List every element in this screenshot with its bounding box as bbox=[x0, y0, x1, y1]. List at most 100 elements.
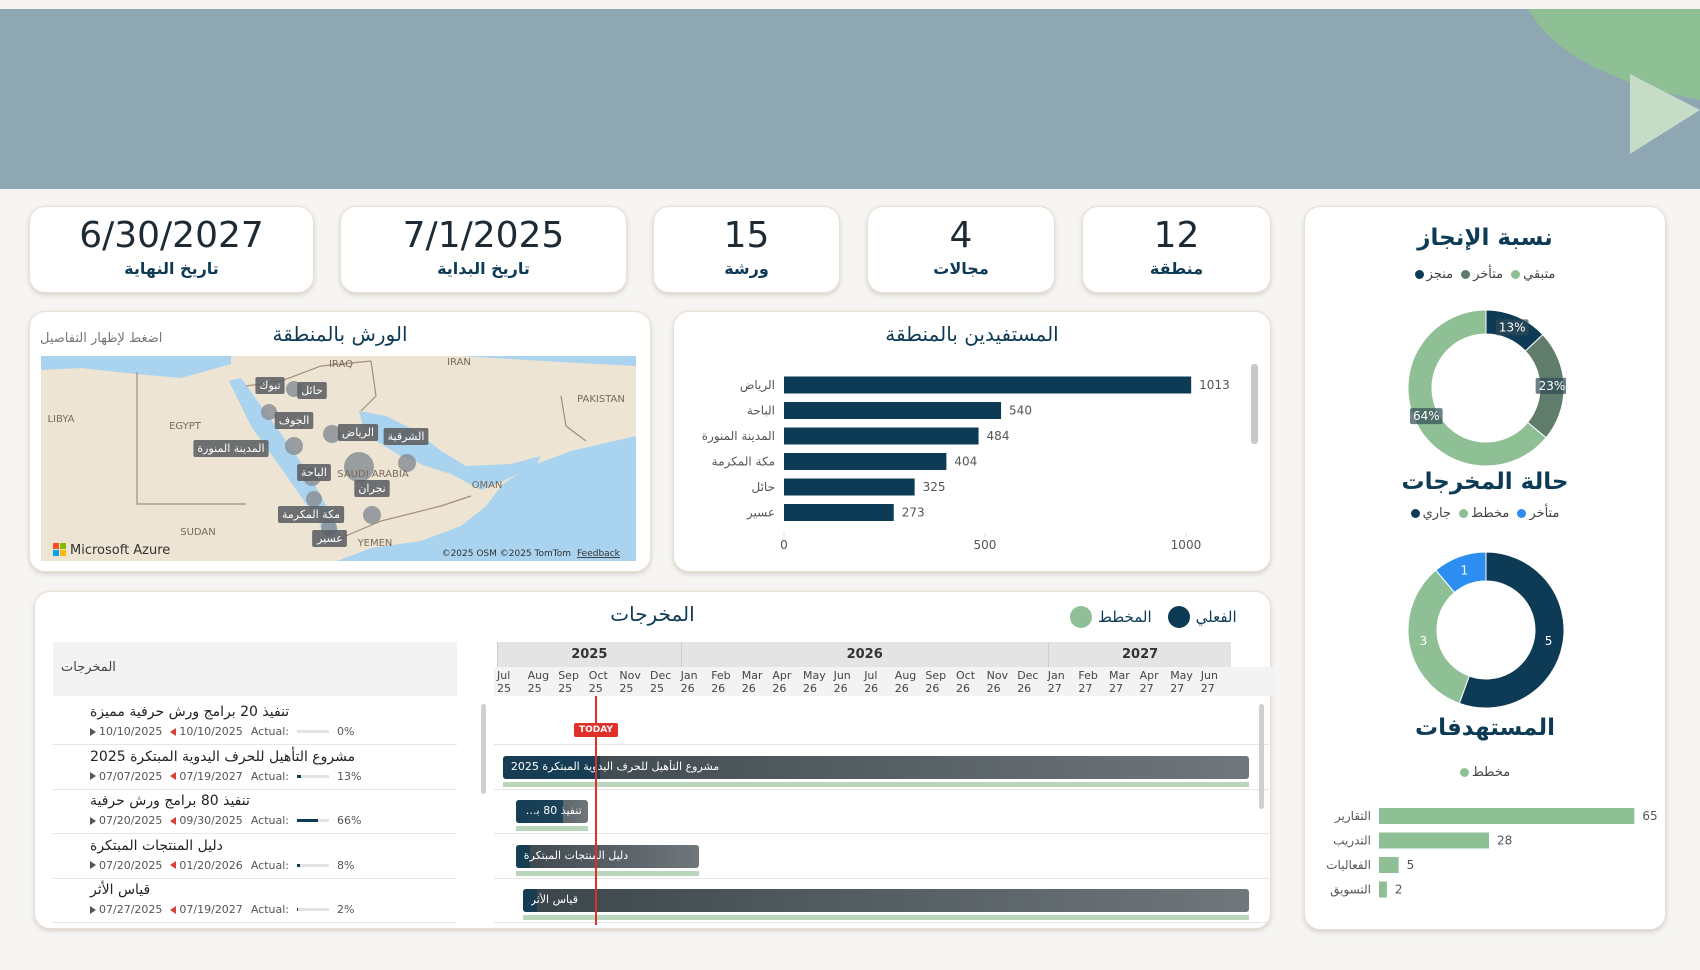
data-label: 325 bbox=[923, 480, 946, 494]
month-year: 27 bbox=[1139, 682, 1154, 695]
start-date: 10/10/2025 bbox=[99, 725, 163, 738]
month-label: Apr 27 bbox=[1140, 669, 1171, 695]
logo bbox=[60, 543, 66, 549]
country-label: EGYPT bbox=[169, 421, 202, 432]
start-date: 07/07/2025 bbox=[99, 769, 163, 783]
x-tick-label: 0 bbox=[780, 538, 788, 552]
task-details: 07/07/2025 07/19/2027 Actual: 13% bbox=[90, 770, 361, 783]
month-label: Aug 25 bbox=[528, 669, 559, 695]
month-name: Jul bbox=[497, 669, 511, 682]
border bbox=[136, 372, 246, 505]
bar-label: قياس الأثر bbox=[530, 893, 578, 906]
y-tick-label: الفعاليات bbox=[1326, 858, 1371, 872]
region-label: عسير bbox=[312, 530, 347, 547]
legend-item: متأخر bbox=[1517, 506, 1559, 521]
progress-bar bbox=[296, 774, 302, 778]
donut-slice bbox=[1407, 309, 1547, 467]
y-tick-label: عسير bbox=[746, 506, 775, 521]
month-year: 26 bbox=[711, 682, 726, 695]
data-label: 2 bbox=[1395, 883, 1403, 897]
end-icon bbox=[170, 816, 177, 825]
data-label: 273 bbox=[902, 506, 925, 520]
month-name: Jun bbox=[1200, 669, 1218, 682]
today-line bbox=[595, 696, 597, 925]
data-label-text: 64% bbox=[1413, 409, 1440, 423]
progress-label: 0% bbox=[336, 725, 355, 738]
bubble bbox=[323, 425, 341, 443]
scrollbar[interactable] bbox=[1251, 364, 1258, 444]
start-date: 07/20/2025 bbox=[99, 858, 163, 872]
month-year: 26 bbox=[680, 682, 695, 695]
month-year: 25 bbox=[558, 682, 573, 695]
month-name: Oct bbox=[956, 669, 976, 682]
kpi-card: 12 منطقة bbox=[1082, 206, 1271, 293]
start-date: 07/20/2025 bbox=[99, 814, 163, 827]
bar bbox=[784, 453, 947, 470]
map: Microsoft Azure ©2025 OSM ©2025 TomTom F… bbox=[41, 356, 636, 561]
data-label: 540 bbox=[1009, 404, 1032, 418]
progress-track bbox=[296, 730, 329, 733]
bar bbox=[1379, 857, 1399, 873]
legend-label: مخطط bbox=[1471, 765, 1511, 780]
task-list: تنفيذ 20 برامج ورش حرفية مميزة 10/10/2025… bbox=[53, 700, 457, 925]
month-label: Feb 27 bbox=[1078, 669, 1109, 695]
month-label: Jul 25 bbox=[497, 669, 528, 695]
end-icon bbox=[170, 905, 177, 914]
region-label: الرياض bbox=[337, 424, 379, 441]
legend-label: مخطط bbox=[1471, 506, 1510, 521]
row-line bbox=[494, 833, 1269, 834]
task-details: 10/10/2025 10/10/2025 Actual: 0% bbox=[90, 725, 354, 738]
country-label: OMAN bbox=[472, 480, 503, 491]
bar-label: مشروع التأهيل للحرف اليدوية المبتكرة 202… bbox=[510, 759, 720, 773]
month-name: Oct bbox=[588, 669, 608, 682]
label-box bbox=[277, 506, 345, 523]
end-date: 10/10/2025 bbox=[179, 725, 243, 738]
sea bbox=[41, 356, 231, 378]
scrollbar[interactable] bbox=[1259, 704, 1264, 809]
map-title: الورش بالمنطقة bbox=[272, 322, 408, 346]
banner bbox=[0, 9, 1700, 189]
kpi-label: منطقة bbox=[1149, 259, 1204, 278]
month-label: Jul 26 bbox=[864, 669, 895, 695]
data-label: 13% bbox=[1495, 319, 1529, 336]
bubble bbox=[306, 491, 322, 507]
month-label: Nov 26 bbox=[987, 669, 1018, 695]
bar bbox=[784, 402, 1002, 419]
country-label: LIBYA bbox=[47, 414, 74, 425]
end-date: 07/19/2027 bbox=[179, 903, 243, 916]
month-name: Apr bbox=[1139, 669, 1159, 682]
map-feedback[interactable]: Feedback bbox=[577, 549, 621, 559]
region-name: الرياض bbox=[342, 426, 374, 439]
legend-label: متأخر bbox=[1473, 267, 1504, 282]
end-date: 01/20/2026 bbox=[179, 858, 243, 872]
label-box bbox=[1535, 377, 1566, 394]
kpi-label: تاريخ البداية bbox=[437, 259, 530, 278]
data-label-text: 1 bbox=[1460, 563, 1468, 577]
map-brand: Microsoft Azure bbox=[70, 543, 170, 558]
month-year: 26 bbox=[986, 682, 1001, 695]
month-label: Mar 27 bbox=[1109, 669, 1140, 695]
legend-label: المخطط bbox=[1098, 608, 1152, 626]
end-date: 09/30/2025 bbox=[179, 814, 243, 827]
month-name: May bbox=[1170, 669, 1193, 682]
banner-triangle bbox=[1630, 74, 1700, 154]
region-name: المدينة المنورة bbox=[197, 442, 264, 455]
actual-label: Actual: bbox=[250, 725, 289, 738]
progress-label: 2% bbox=[336, 903, 355, 916]
y-tick-label: المدينة المنورة bbox=[702, 429, 775, 444]
start-icon bbox=[90, 861, 96, 869]
month-name: Mar bbox=[1109, 669, 1130, 682]
kpi-value: 12 bbox=[1153, 215, 1200, 256]
region-name: الشرقية bbox=[388, 430, 425, 443]
legend-swatch bbox=[1517, 509, 1527, 518]
data-label: 5 bbox=[1545, 634, 1553, 648]
scrollbar[interactable] bbox=[481, 704, 486, 794]
year-label: 2026 bbox=[846, 647, 883, 662]
legend: مخطط bbox=[1305, 765, 1665, 780]
month-name: Jan bbox=[680, 669, 698, 682]
map-copyright: ©2025 OSM ©2025 TomTom bbox=[442, 549, 571, 559]
bubble bbox=[398, 454, 416, 472]
month-name: Jan bbox=[1047, 669, 1065, 682]
chart-title: نسبة الإنجاز bbox=[1417, 225, 1553, 251]
